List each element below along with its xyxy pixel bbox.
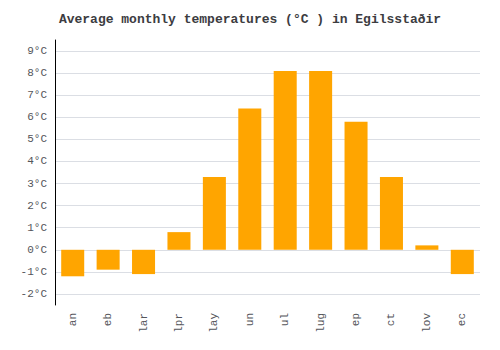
svg-text:Average monthly temperatures (: Average monthly temperatures (°C ) in Eg… xyxy=(59,12,441,27)
svg-text:lpr: lpr xyxy=(173,313,185,333)
svg-text:an: an xyxy=(67,313,79,326)
svg-text:0°C: 0°C xyxy=(27,244,47,256)
svg-text:7°C: 7°C xyxy=(27,89,47,101)
svg-text:lov: lov xyxy=(421,313,433,333)
svg-text:4°C: 4°C xyxy=(27,155,47,167)
svg-text:5°C: 5°C xyxy=(27,133,47,145)
svg-text:lay: lay xyxy=(208,313,220,333)
svg-text:9°C: 9°C xyxy=(27,45,47,57)
svg-text:ct: ct xyxy=(385,313,397,326)
svg-text:ec: ec xyxy=(456,313,468,326)
svg-text:2°C: 2°C xyxy=(27,200,47,212)
svg-text:lar: lar xyxy=(138,313,150,333)
svg-text:6°C: 6°C xyxy=(27,111,47,123)
svg-text:8°C: 8°C xyxy=(27,67,47,79)
svg-text:un: un xyxy=(244,313,256,326)
svg-text:-1°C: -1°C xyxy=(21,266,48,278)
svg-text:-2°C: -2°C xyxy=(21,288,48,300)
svg-text:1°C: 1°C xyxy=(27,222,47,234)
svg-text:lug: lug xyxy=(315,313,327,333)
svg-text:eb: eb xyxy=(102,313,114,326)
svg-text:3°C: 3°C xyxy=(27,178,47,190)
svg-text:ep: ep xyxy=(350,313,362,326)
svg-text:ul: ul xyxy=(279,313,291,326)
